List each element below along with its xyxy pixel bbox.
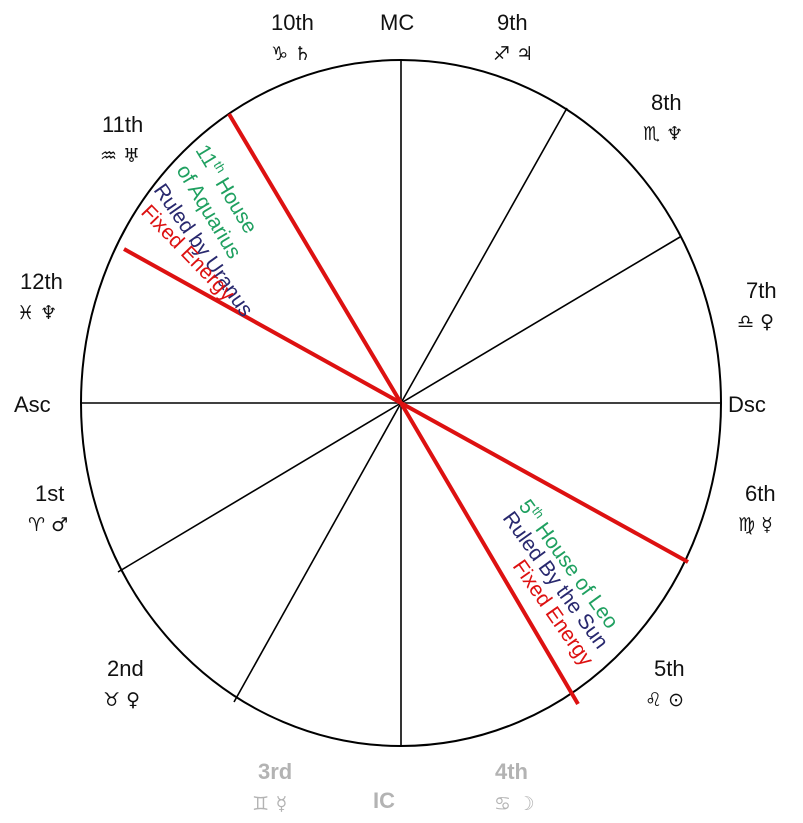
house-7-symbols: ♎ ♀: [737, 311, 774, 333]
house-9-symbols: ♐ ♃: [493, 43, 533, 65]
house-11-symbols: ♒ ♅: [100, 145, 140, 167]
red-line-11-upper: [227, 112, 403, 405]
house-7-label: 7th: [746, 278, 777, 303]
house-1-symbols: ♈ ♂: [28, 514, 68, 536]
house-4-symbols: ♋ ☽: [494, 793, 535, 815]
house-5-symbols: ♌ ⊙: [645, 689, 684, 711]
house-4-label: 4th: [495, 759, 528, 784]
dsc-label: Dsc: [728, 392, 766, 417]
cusp-9-8: [400, 107, 568, 404]
fixed-energy-lines: [123, 112, 689, 706]
house-8-label: 8th: [651, 90, 682, 115]
red-line-11-lower: [123, 247, 402, 405]
cusp-2-3: [233, 402, 402, 703]
ic-label: IC: [373, 788, 395, 813]
red-line-5-upper: [400, 401, 689, 564]
house-12-label: 12th: [20, 269, 63, 294]
cusp-8-7: [400, 236, 681, 404]
mc-label: MC: [380, 10, 414, 35]
cusp-1-2: [117, 402, 402, 573]
house-3-symbols: ♊ ☿: [252, 793, 287, 815]
house-10-label: 10th: [271, 10, 314, 35]
asc-label: Asc: [14, 392, 51, 417]
house-1-label: 1st: [35, 481, 64, 506]
house-2-label: 2nd: [107, 656, 144, 681]
house-8-symbols: ♏ ♆: [643, 123, 683, 145]
house-6-symbols: ♍ ☿: [738, 514, 773, 536]
house-10-symbols: ♑ ♄: [271, 43, 311, 65]
house-11-label: 11th: [102, 112, 143, 137]
red-line-5-lower: [399, 401, 580, 706]
house-6-label: 6th: [745, 481, 776, 506]
house-9-label: 9th: [497, 10, 528, 35]
house-3-label: 3rd: [258, 759, 292, 784]
house-5-label: 5th: [654, 656, 685, 681]
house-cusp-lines: [81, 60, 721, 746]
house-2-symbols: ♉ ♀: [103, 689, 140, 711]
house-12-symbols: ♓ ♆: [17, 302, 57, 324]
